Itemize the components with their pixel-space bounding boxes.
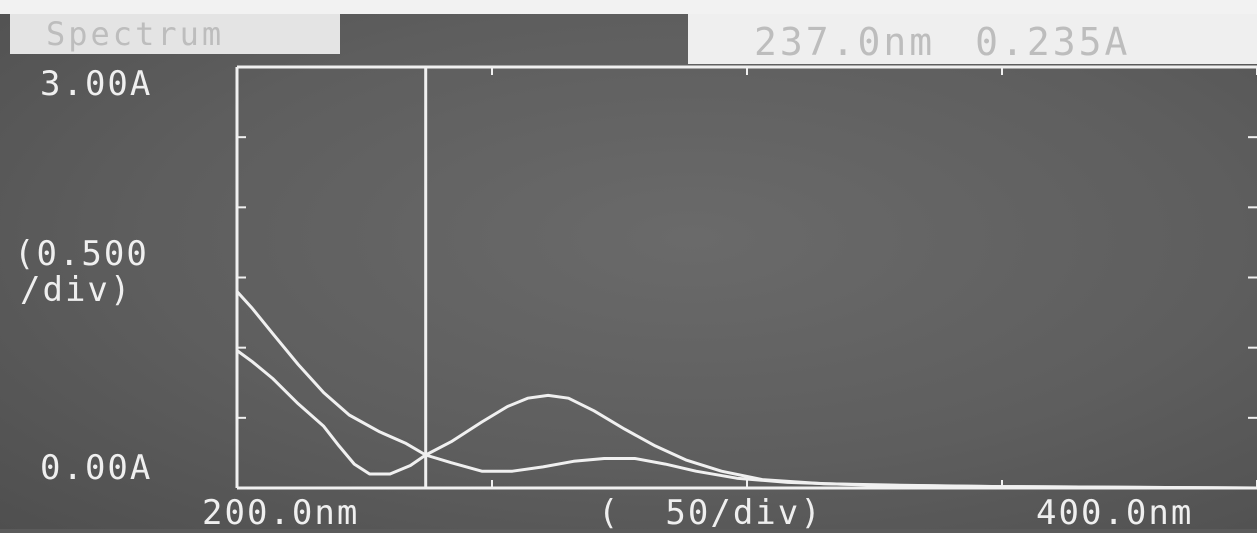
x-axis-min-label: 200.0nm — [202, 493, 360, 533]
x-axis-max-label: 400.0nm — [1036, 493, 1194, 533]
screen-title: Spectrum — [10, 14, 340, 54]
x-axis-scale-label: ( 50/div) — [598, 493, 823, 533]
y-axis-max-label: 3.00A — [40, 64, 153, 104]
y-axis-min-label: 0.00A — [40, 448, 153, 488]
y-scale-line-1: (0.500 — [14, 234, 149, 274]
cursor-readout: 237.0nm 0.235A — [688, 14, 1257, 64]
spectrum-trace-2 — [236, 349, 1257, 490]
cursor-absorbance: 0.235A — [975, 20, 1131, 64]
spectrum-trace-1 — [235, 290, 1257, 490]
y-axis-scale-label: (0.500 /div) — [14, 236, 149, 308]
top-border — [0, 0, 1257, 14]
y-scale-line-2: /div) — [20, 270, 133, 310]
cursor-wavelength: 237.0nm — [754, 20, 936, 64]
